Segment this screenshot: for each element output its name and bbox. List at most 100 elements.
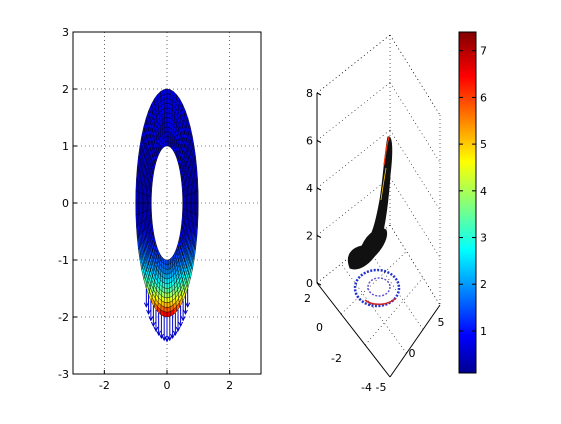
- x3d-tick-label: 5: [438, 316, 445, 329]
- mesh-cell: [164, 122, 168, 128]
- mesh-cell: [164, 126, 168, 133]
- grid-edge: [316, 34, 391, 94]
- z-grid: [389, 34, 441, 116]
- mesh-cell: [196, 214, 199, 228]
- colorbar: 1 2 3 4 5 6 7: [458, 31, 487, 374]
- mesh-cell: [163, 98, 168, 105]
- load-arrow-head: [172, 330, 178, 336]
- left-y-ticks: -3 -2 -1 0 1 2 3: [58, 26, 77, 381]
- mesh-cell: [164, 273, 168, 280]
- mesh-cell: [164, 131, 168, 138]
- z-tick-label: 6: [306, 135, 313, 148]
- mesh-cell: [166, 107, 170, 114]
- mesh-cell: [166, 311, 171, 318]
- colorbar-tick-label: 6: [480, 91, 487, 104]
- mesh-cell: [135, 202, 138, 216]
- x-tick-label: -2: [99, 379, 110, 392]
- z-grid: [316, 129, 391, 189]
- x3d-tick-label: 0: [409, 347, 416, 360]
- z-tick-label: 0: [306, 277, 313, 290]
- x-tick-label: 2: [226, 379, 233, 392]
- load-arrow-head: [146, 309, 151, 316]
- deformed-surface-mid: [380, 167, 387, 201]
- right-3d-axes: 0 2 4 6 8 -4 -2 0 2 -5 0 5: [304, 34, 445, 394]
- z-tick-label: 4: [306, 182, 313, 195]
- mesh-cell: [135, 190, 138, 204]
- y-tick-label: 1: [62, 140, 69, 153]
- colorbar-tick-label: 2: [480, 278, 487, 291]
- colorbar-tick-label: 3: [480, 232, 487, 245]
- left-x-ticks: -2 0 2: [99, 370, 233, 392]
- mesh-cell: [196, 202, 199, 216]
- mesh-cell: [166, 122, 170, 128]
- deformed-surface-fold: [361, 228, 388, 259]
- colorbar-tick-label: 4: [480, 185, 487, 198]
- y3d-tick-label: 0: [316, 321, 323, 334]
- mesh-cell: [135, 178, 138, 192]
- mesh-cell: [164, 117, 168, 123]
- y3d-tick-label: -4: [361, 381, 372, 394]
- load-arrow-head: [143, 302, 149, 308]
- colorbar-tick-label: 5: [480, 138, 487, 151]
- mesh-cell: [166, 292, 170, 299]
- load-arrow-head: [148, 316, 154, 322]
- z-tick-label: 2: [306, 230, 313, 243]
- y-tick-label: -2: [58, 311, 69, 324]
- load-arrow-head: [178, 321, 184, 328]
- mesh-cell: [166, 301, 171, 308]
- mesh-cell: [166, 297, 171, 303]
- load-arrow-head: [180, 316, 186, 322]
- y-tick-label: 0: [62, 197, 69, 210]
- mesh-cell: [164, 278, 168, 284]
- z-ticks: 0 2 4 6 8: [306, 87, 322, 290]
- mesh-cell: [163, 103, 168, 109]
- z-tick: [316, 92, 322, 96]
- mesh-cell: [164, 112, 168, 119]
- mesh-cell: [135, 214, 138, 228]
- colorbar-tick-label: 1: [480, 325, 487, 338]
- y-tick-label: -1: [58, 254, 69, 267]
- deformed-surface: [347, 136, 393, 270]
- mesh-cell: [166, 268, 170, 275]
- y3d-tick-label: 2: [304, 292, 311, 305]
- mesh-cell: [166, 264, 170, 270]
- load-arrow-head: [183, 309, 188, 316]
- base-ring: [353, 268, 401, 308]
- mesh-cell: [164, 107, 168, 114]
- mesh-cell: [166, 93, 171, 100]
- mesh-cell: [166, 117, 170, 123]
- z-tick: [316, 235, 322, 238]
- load-arrow-head: [170, 333, 176, 340]
- z-grid: [316, 34, 391, 94]
- z-grid: [389, 82, 441, 163]
- mesh-cell: [196, 178, 199, 192]
- mesh-cell: [166, 112, 170, 119]
- z-tick: [316, 282, 322, 286]
- colorbar-tick-label: 7: [480, 45, 487, 58]
- mesh-cell: [166, 88, 171, 95]
- deformed-surface-peak: [383, 136, 390, 166]
- z-tick: [316, 187, 322, 191]
- x-axis-line: [389, 304, 441, 378]
- y-tick-label: -3: [58, 368, 69, 381]
- mesh-cell: [163, 306, 168, 313]
- load-arrow-head: [175, 326, 181, 333]
- mesh-cell: [196, 190, 199, 204]
- y3d-tick-label: -2: [331, 352, 342, 365]
- mesh-cell: [166, 98, 171, 105]
- left-axes: -2 0 2 -3 -2 -1 0 1 2 3: [58, 26, 262, 392]
- mesh-cell: [164, 287, 168, 294]
- z-grid: [389, 129, 441, 211]
- mesh-cell: [166, 126, 170, 133]
- load-arrow-head: [161, 335, 167, 342]
- load-arrow-head: [158, 333, 164, 340]
- mesh-cell: [164, 283, 168, 289]
- load-arrow-head: [185, 302, 191, 308]
- load-arrow-head: [150, 321, 156, 328]
- mesh-cell: [164, 292, 168, 299]
- mesh-cell: [163, 311, 168, 318]
- z-grid: [316, 82, 391, 141]
- load-arrow-head: [156, 330, 162, 336]
